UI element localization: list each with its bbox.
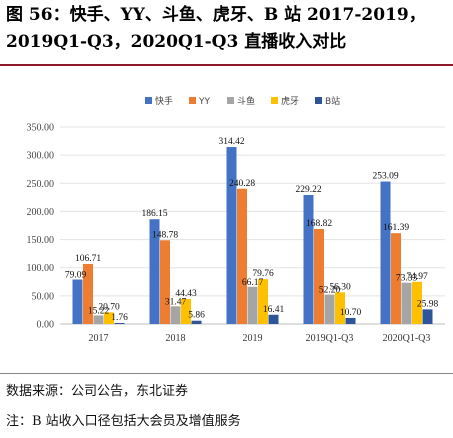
y-tick-label: 250.00: [27, 179, 55, 190]
source-note: 数据来源：公司公告，东北证券: [6, 384, 189, 399]
legend-label: YY: [198, 97, 210, 107]
bar-1-3: [314, 228, 324, 324]
legend-label: 斗鱼: [237, 95, 255, 107]
bar-2-1: [170, 306, 181, 324]
data-label: 74.97: [406, 272, 428, 282]
data-label: 79.09: [65, 270, 87, 280]
bar-1-4: [391, 233, 401, 324]
bar-4-1: [191, 320, 202, 324]
data-label: 20.70: [98, 302, 120, 312]
data-label: 10.70: [340, 308, 362, 318]
bar-3-0: [104, 312, 114, 324]
data-label: 52.20: [319, 286, 341, 296]
y-tick-label: 100.00: [27, 263, 55, 274]
bar-2-4: [401, 282, 412, 324]
chart-legend: 快手 YY 斗鱼 虎牙 B站: [145, 95, 340, 107]
bar-0-3: [303, 194, 314, 324]
bar-3-2: [258, 279, 268, 324]
data-label: 66.17: [242, 278, 264, 288]
data-label: 79.76: [252, 269, 274, 279]
data-label: 73.33: [396, 274, 418, 284]
data-label: 31.47: [165, 297, 187, 307]
bar-0-0: [72, 279, 83, 324]
y-tick-label: 200.00: [27, 207, 55, 218]
data-label: 16.41: [263, 305, 285, 315]
bar-1-1: [160, 240, 170, 324]
data-label: 5.86: [188, 311, 205, 321]
bar-3-4: [412, 281, 422, 324]
legend-swatch: [227, 97, 234, 104]
footnote: 注：B 站收入口径包括大会员及增值服务: [6, 414, 241, 429]
x-tick-label: 2017: [89, 333, 109, 344]
legend-swatch: [315, 97, 322, 104]
x-tick-label: 2019: [243, 333, 263, 344]
data-label: 168.82: [306, 219, 332, 229]
data-label: 15.22: [88, 306, 110, 316]
x-tick-label: 2019Q1-Q3: [306, 333, 354, 344]
bar-2-3: [324, 294, 335, 324]
title-rule: [0, 64, 453, 66]
figure-title: 图 56：快手、YY、斗鱼、虎牙、B 站 2017-2019，2019Q1-Q3…: [6, 5, 426, 52]
data-label: 240.28: [229, 179, 255, 189]
x-tick-label: 2018: [166, 333, 186, 344]
legend-swatch: [145, 97, 152, 104]
bar-0-1: [149, 219, 160, 324]
bar-2-0: [93, 315, 104, 324]
legend-label: 虎牙: [281, 95, 299, 107]
y-tick-label: 150.00: [27, 235, 55, 246]
bar-0-4: [380, 181, 391, 324]
bars: [72, 147, 433, 324]
data-label: 44.43: [175, 289, 197, 299]
data-label: 148.78: [152, 230, 178, 240]
bar-2-2: [247, 286, 258, 324]
bar-3-1: [181, 298, 191, 324]
data-label: 253.09: [372, 172, 398, 182]
data-label: 25.98: [417, 299, 439, 309]
legend-label: 快手: [155, 95, 173, 107]
source-rule: [0, 373, 453, 374]
legend-swatch: [189, 97, 196, 104]
bar-1-0: [83, 263, 93, 324]
y-tick-label: 0.00: [37, 320, 55, 331]
bar-4-3: [345, 317, 356, 324]
bar-chart: 快手 YY 斗鱼 虎牙 B站 0.00 50.00 100.00 150.00 200.00 25…: [27, 95, 445, 344]
y-tick-label: 300.00: [27, 151, 55, 162]
bar-0-2: [226, 147, 237, 324]
data-label: 106.71: [75, 254, 101, 264]
data-label: 314.42: [218, 137, 244, 147]
data-label: 229.22: [295, 185, 321, 195]
data-label: 1.76: [111, 313, 128, 323]
y-tick-label: 350.00: [27, 123, 55, 134]
bar-4-0: [114, 323, 125, 324]
data-label: 56.30: [329, 282, 351, 292]
y-axis: 0.00 50.00 100.00 150.00 200.00 250.00 300.00 3…: [27, 123, 55, 331]
legend-label: B站: [325, 95, 340, 107]
y-tick-label: 50.00: [32, 291, 55, 302]
bar-1-2: [237, 188, 247, 324]
data-label: 186.15: [141, 209, 167, 219]
legend-swatch: [271, 97, 278, 104]
bar-4-2: [268, 314, 279, 324]
x-tick-label: 2020Q1-Q3: [383, 333, 431, 344]
bar-4-4: [422, 309, 433, 324]
data-label: 161.39: [383, 223, 409, 233]
bar-3-3: [335, 292, 345, 324]
x-axis: 2017 2018 2019 2019Q1-Q3 2020Q1-Q3: [89, 333, 431, 344]
